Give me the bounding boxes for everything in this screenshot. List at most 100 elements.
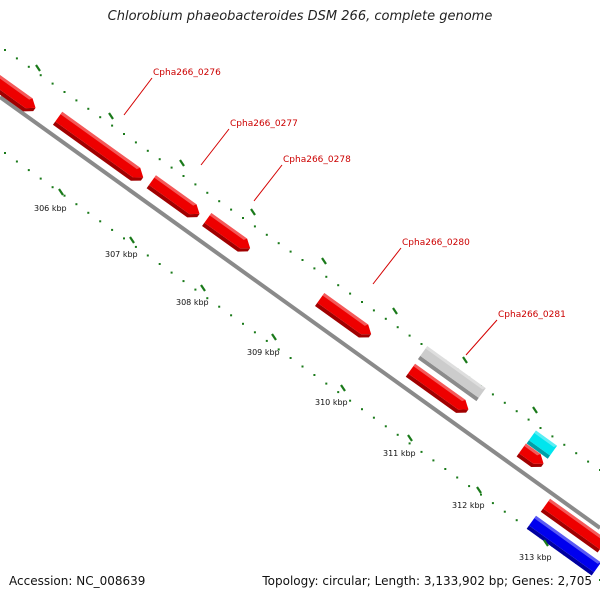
inner-ring-dot [444,468,447,470]
outer-ring-dot [396,326,399,329]
inner-ring-dot [337,391,340,394]
inner-ring-dot [51,186,54,189]
tick-mark [543,539,549,547]
gene-feature-shade [202,222,251,252]
gene-feature-highlight [534,430,558,447]
outer-ring-dot [563,443,566,446]
gene-feature-shade [146,184,200,218]
outer-ring-dot [313,267,316,270]
gene-feature-body [0,69,36,109]
outer-ring-dot [539,427,542,429]
outer-tick-mark [108,112,114,120]
outer-ring-dot [491,393,494,396]
inner-ring-dot [313,374,316,376]
gene-labels: Cpha266_0276 Cpha266_0277 Cpha266_0278 Cpha… [123,68,566,356]
outer-ring-dot [4,49,6,51]
outer-ring-dot [146,149,149,152]
outer-ring-dot [230,208,233,211]
outer-tick-mark [532,406,538,414]
gene-feature [146,175,200,218]
outer-ring-dot [265,233,268,236]
inner-ring-dot [4,152,6,154]
inner-ring-dot [253,331,256,334]
inner-ring-dot [87,211,90,214]
tick-label: 309 kbp [247,348,280,357]
outer-ring-dot [503,401,506,404]
outer-ring-dot [111,124,114,127]
tick-marks: 306 kbp 307 kbp 308 kbp 309 kbp 310 kbp 311 k… [34,64,552,562]
tick-label: 311 kbp [383,449,416,458]
outer-ring-dot [170,166,173,169]
outer-ring-dot [39,74,42,77]
outer-ring-dot [242,217,244,219]
gene-feature-shade [417,355,483,402]
gene-feature [516,443,544,468]
outer-ring-dot [51,82,54,85]
outer-tick-mark [35,64,41,72]
gene-feature-highlight [524,443,541,456]
inner-ring-dot [206,297,209,300]
genome-summary-text: Topology: circular; Length: 3,133,902 bp… [262,574,592,588]
map-title: Chlorobium phaeobacteroides DSM 266, com… [107,9,493,24]
inner-ring-dot [63,194,66,197]
inner-ring-dot [158,263,161,265]
inner-ring-dot [361,408,363,411]
tick-mark [129,236,135,244]
outer-ring-dot [182,175,185,177]
outer-ring-dot [587,460,590,463]
gene-feature [417,346,486,402]
gene-feature-highlight [154,175,197,206]
gene-label-leader [465,319,498,356]
outer-tick-mark [392,307,398,315]
tick-label: 310 kbp [315,398,348,407]
outer-ring-dot [289,250,292,253]
inner-ring-dot [242,322,244,325]
inner-ring-dot [123,237,125,240]
gene-feature-highlight [0,69,33,100]
inner-ring-dot [480,493,482,496]
gene-feature-highlight [322,293,369,326]
inner-ring-dot [111,228,114,231]
inner-ring-dot [396,433,399,436]
outer-ring-dot [158,158,161,161]
gene-feature-body [543,498,600,550]
inner-ring-dot [75,203,78,206]
inner-ring-dot [277,348,280,351]
outer-ring-dot [277,242,280,245]
inner-ring-dot [146,254,149,257]
outer-ring-dot [372,309,375,312]
gene-feature-shade [516,453,544,468]
outer-ring-dot [75,99,78,102]
inner-ring-dot [289,357,292,359]
tick-mark [340,384,346,392]
inner-ring-dot [265,339,268,342]
gene-label: Cpha266_0277 [230,119,298,129]
outer-ring-dot [123,133,125,135]
gene-feature [540,498,600,553]
outer-tick-mark [250,208,256,216]
outer-ring-dot [515,410,518,413]
gene-feature-highlight [534,515,600,564]
gene-feature [0,69,36,112]
gene-feature-shade [526,525,598,576]
accession-text: Accession: NC_008639 [9,574,146,588]
outer-ring-dot [361,301,363,303]
inner-ring-dot [432,459,435,462]
tick-label: 313 kbp [519,553,552,562]
inner-ring-dot [372,416,375,419]
gene-feature-shade [526,440,554,459]
tick-label: 308 kbp [176,298,209,307]
inner-ring-dot [408,442,411,445]
gene-feature-highlight [209,212,248,240]
outer-ring-dot [134,141,137,144]
outer-ring-dot [87,107,90,110]
tick-label: 306 kbp [34,204,67,213]
inner-ring-dot [420,450,423,453]
gene-feature-highlight [60,111,141,170]
inner-ring-dot [27,169,30,172]
outer-ring-dot [27,65,30,68]
outer-ring-dot [325,275,328,278]
tick-mark [200,284,206,292]
tick-mark [407,434,413,442]
